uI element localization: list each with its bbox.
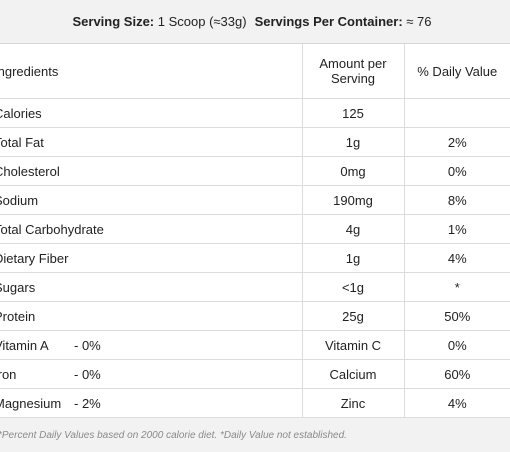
- serving-info: Serving Size: 1 Scoop (≈33g) Servings Pe…: [0, 0, 510, 44]
- vitamin-value-secondary: 60%: [403, 359, 510, 389]
- footnote-text: *Percent Daily Values based on 2000 calo…: [0, 429, 347, 441]
- ingredient-daily-value: 4%: [403, 243, 510, 273]
- ingredient-amount: 190mg: [301, 185, 404, 215]
- vitamin-name-secondary: Zinc: [301, 388, 404, 418]
- ingredient-name: Total Fat: [0, 127, 302, 157]
- nutrition-table: Ingredients Amount per Serving % Daily V…: [0, 44, 510, 418]
- servings-per-container-value: ≈ 76: [406, 14, 432, 29]
- table-row: Sugars <1g *: [0, 272, 510, 302]
- vitamin-value: - 0%: [74, 337, 101, 353]
- ingredient-daily-value: 2%: [403, 127, 510, 157]
- ingredient-name: Cholesterol: [0, 156, 302, 186]
- ingredient-daily-value: 1%: [403, 214, 510, 244]
- vitamin-value: - 0%: [74, 366, 101, 382]
- table-row: Protein 25g 50%: [0, 301, 510, 331]
- table-row: Sodium 190mg 8%: [0, 185, 510, 215]
- vitamin-row: Iron - 0% Calcium 60%: [0, 359, 510, 389]
- vitamin-row: Vitamin A - 0% Vitamin C 0%: [0, 330, 510, 360]
- ingredient-amount: 125: [301, 98, 404, 128]
- ingredient-amount: 1g: [301, 127, 404, 157]
- vitamin-cell: Iron - 0%: [0, 359, 302, 389]
- ingredient-name: Sugars: [0, 272, 302, 302]
- ingredient-name: Total Carbohydrate: [0, 214, 302, 244]
- servings-per-container-label: Servings Per Container:: [254, 14, 403, 29]
- ingredient-daily-value: *: [403, 272, 510, 302]
- vitamin-name-secondary: Vitamin C: [301, 330, 404, 360]
- table-row: Dietary Fiber 1g 4%: [0, 243, 510, 273]
- ingredient-name: Protein: [0, 301, 302, 331]
- serving-size-value: 1 Scoop (≈33g): [157, 14, 247, 29]
- vitamin-row: Magnesium - 2% Zinc 4%: [0, 388, 510, 418]
- header-daily-value: % Daily Value: [403, 44, 510, 99]
- vitamin-cell: Magnesium - 2%: [0, 388, 302, 418]
- vitamin-name: Iron: [0, 366, 17, 382]
- table-row: Calories 125: [0, 98, 510, 128]
- header-amount-per-serving: Amount per Serving: [301, 44, 404, 99]
- footnote: *Percent Daily Values based on 2000 calo…: [0, 418, 510, 452]
- table-row: Total Carbohydrate 4g 1%: [0, 214, 510, 244]
- ingredient-amount: 1g: [301, 243, 404, 273]
- table-header-row: Ingredients Amount per Serving % Daily V…: [0, 44, 510, 99]
- ingredient-daily-value: [403, 98, 510, 128]
- serving-size-label: Serving Size:: [72, 14, 155, 29]
- ingredient-amount: 4g: [301, 214, 404, 244]
- table-row: Cholesterol 0mg 0%: [0, 156, 510, 186]
- ingredient-daily-value: 8%: [403, 185, 510, 215]
- ingredient-amount: 25g: [301, 301, 404, 331]
- vitamin-value-secondary: 4%: [403, 388, 510, 418]
- ingredient-amount: <1g: [301, 272, 404, 302]
- ingredient-daily-value: 0%: [403, 156, 510, 186]
- vitamin-name: Vitamin A: [0, 337, 49, 353]
- vitamin-value: - 2%: [74, 395, 101, 411]
- vitamin-name-secondary: Calcium: [301, 359, 404, 389]
- table-row: Total Fat 1g 2%: [0, 127, 510, 157]
- vitamin-value-secondary: 0%: [403, 330, 510, 360]
- ingredient-name: Sodium: [0, 185, 302, 215]
- ingredient-amount: 0mg: [301, 156, 404, 186]
- ingredient-name: Dietary Fiber: [0, 243, 302, 273]
- vitamin-cell: Vitamin A - 0%: [0, 330, 302, 360]
- vitamin-name: Magnesium: [0, 395, 62, 411]
- ingredient-name: Calories: [0, 98, 302, 128]
- ingredient-daily-value: 50%: [403, 301, 510, 331]
- header-ingredients: Ingredients: [0, 44, 302, 99]
